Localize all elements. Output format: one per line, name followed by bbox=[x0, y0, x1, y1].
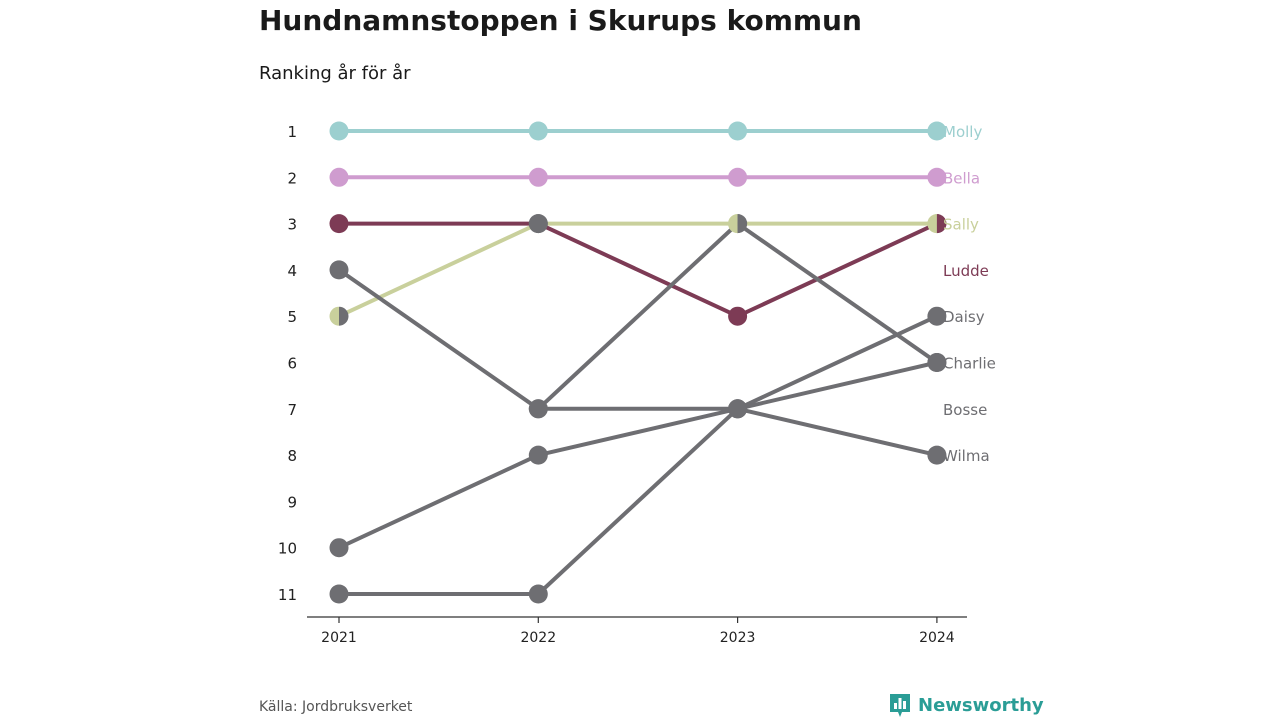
series-point-daisy bbox=[927, 306, 947, 326]
series-label-charlie: Charlie bbox=[943, 355, 996, 373]
series-point-bosse bbox=[528, 399, 548, 419]
series-point-ludde bbox=[936, 214, 947, 234]
series-point-ludde bbox=[329, 214, 349, 234]
y-tick-label: 2 bbox=[287, 169, 297, 187]
x-tick-label: 2021 bbox=[321, 630, 357, 646]
y-tick-label: 11 bbox=[278, 586, 297, 604]
y-tick-label: 9 bbox=[287, 493, 297, 511]
series-point-bella bbox=[728, 167, 748, 187]
series-label-sally: Sally bbox=[943, 216, 979, 234]
series-label-daisy: Daisy bbox=[943, 308, 985, 326]
series-line-sally bbox=[338, 221, 937, 319]
series-point-bella bbox=[528, 167, 548, 187]
series-point-sally bbox=[329, 306, 339, 326]
series-point-charlie bbox=[329, 260, 349, 280]
series-line-ludde bbox=[339, 221, 938, 319]
y-tick-label: 6 bbox=[287, 355, 297, 373]
x-tick-label: 2022 bbox=[520, 630, 556, 646]
y-tick-label: 8 bbox=[287, 447, 297, 465]
series-label-bella: Bella bbox=[943, 169, 980, 187]
series-point-molly bbox=[329, 121, 349, 141]
series-point-wilma bbox=[528, 445, 548, 465]
series-label-wilma: Wilma bbox=[943, 447, 990, 465]
series-point-molly bbox=[927, 121, 947, 141]
chart-title: Hundnamnstoppen i Skurups kommun bbox=[259, 4, 862, 37]
series-point-wilma bbox=[728, 399, 748, 419]
series-point-daisy bbox=[528, 584, 548, 604]
brand-name: Newsworthy bbox=[918, 694, 1044, 716]
x-tick-label: 2023 bbox=[720, 630, 756, 646]
y-tick-label: 7 bbox=[287, 401, 297, 419]
y-tick-label: 1 bbox=[287, 123, 297, 141]
series-point-daisy bbox=[329, 584, 349, 604]
series-label-ludde: Ludde bbox=[943, 262, 989, 280]
y-tick-label: 10 bbox=[278, 540, 297, 558]
series-point-ludde bbox=[927, 214, 937, 234]
y-tick-label: 5 bbox=[287, 308, 297, 326]
x-tick-label: 2024 bbox=[919, 630, 955, 646]
series-point-bella bbox=[927, 167, 947, 187]
chart-subtitle: Ranking år för år bbox=[259, 63, 411, 84]
series-point-wilma bbox=[329, 538, 349, 558]
series-point-ludde bbox=[728, 306, 748, 326]
brand-logo: Newsworthy bbox=[888, 692, 1044, 718]
series-line-daisy bbox=[339, 314, 938, 596]
y-tick-label: 4 bbox=[287, 262, 297, 280]
series-point-ludde bbox=[528, 214, 548, 234]
series-point-charlie bbox=[737, 214, 748, 234]
source-note: Källa: Jordbruksverket bbox=[259, 699, 413, 715]
series-line-charlie bbox=[337, 221, 939, 411]
series-line-wilma bbox=[338, 406, 938, 550]
y-tick-label: 3 bbox=[287, 216, 297, 234]
series-point-bella bbox=[329, 167, 349, 187]
series-point-molly bbox=[728, 121, 748, 141]
series-point-molly bbox=[528, 121, 548, 141]
series-point-charlie bbox=[728, 214, 738, 234]
series-point-wilma bbox=[927, 445, 947, 465]
series-label-bosse: Bosse bbox=[943, 401, 987, 419]
series-point-sally bbox=[339, 306, 349, 326]
bar-chart-logo-icon bbox=[890, 694, 910, 717]
series-label-molly: Molly bbox=[943, 123, 982, 141]
series-point-bosse bbox=[927, 353, 947, 372]
